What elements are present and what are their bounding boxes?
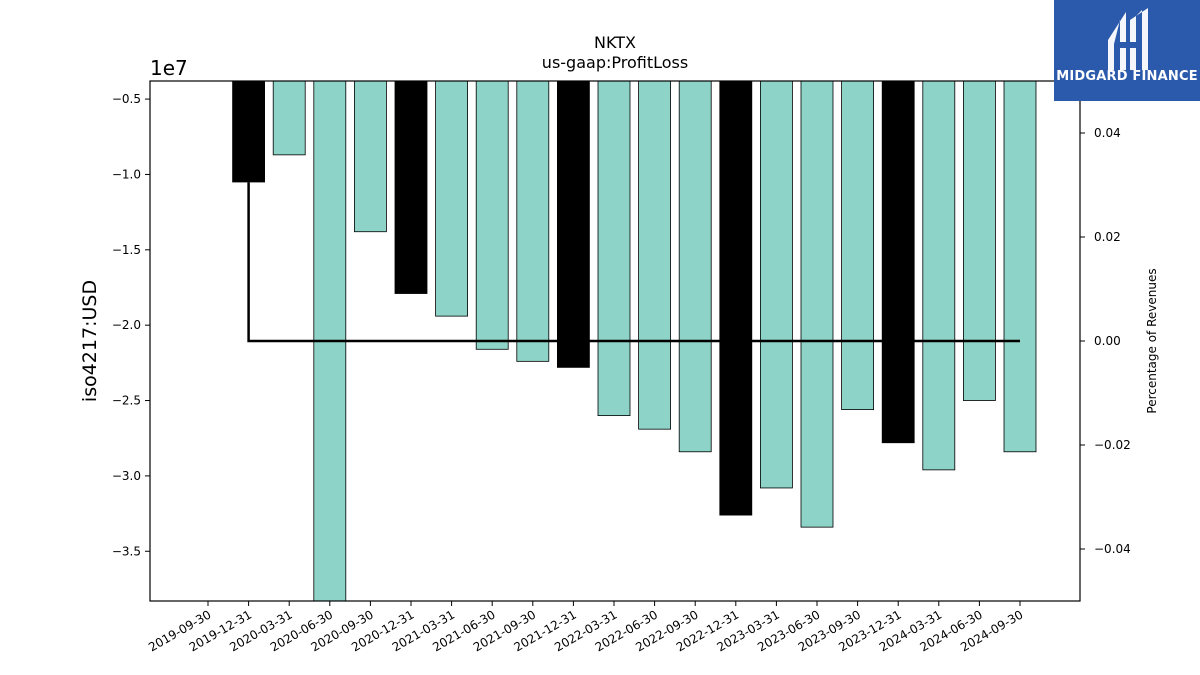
percentage-of-revenues-line xyxy=(247,182,1020,343)
y-axis-label: iso4217:USD xyxy=(79,280,101,402)
percentage-line-group xyxy=(247,182,1020,343)
bar-2020-03-31 xyxy=(272,80,306,156)
midgard-logo-icon xyxy=(1108,8,1148,70)
bar-2021-12-31 xyxy=(557,80,590,368)
chart-title: NKTX xyxy=(594,33,636,52)
bar-2022-03-31 xyxy=(597,80,631,417)
y2-tick-label: 0.00 xyxy=(1094,334,1121,348)
y2-tick-label: 0.02 xyxy=(1094,230,1121,244)
bar-2021-03-31 xyxy=(435,80,469,317)
y-tick-label: −1.5 xyxy=(112,243,141,257)
y-tick-label: −3.0 xyxy=(112,469,141,483)
bar-2022-09-30 xyxy=(678,80,712,453)
bar-2019-12-31 xyxy=(232,80,266,183)
bar-2020-09-30 xyxy=(353,80,387,233)
y-tick-label: −0.5 xyxy=(112,92,141,106)
bar-2023-06-30 xyxy=(800,80,834,528)
bar-2021-09-30 xyxy=(516,80,550,362)
y2-tick-label: 0.04 xyxy=(1094,126,1121,140)
y-tick-label: −2.5 xyxy=(112,394,141,408)
y2-axis-label: Percentage of Revenues xyxy=(1145,268,1159,413)
bar-2020-12-31 xyxy=(394,80,428,294)
bar-2024-03-31 xyxy=(922,80,956,471)
y2-tick-label: −0.04 xyxy=(1094,542,1131,556)
bar-2022-06-30 xyxy=(638,80,671,430)
y2-axis-ticks: 0.04 0.02 0.00 −0.02 −0.04 xyxy=(1080,126,1131,556)
chart-subtitle: us-gaap:ProfitLoss xyxy=(542,53,688,72)
y-axis-ticks: −0.5 −1.0 −1.5 −2.0 −2.5 −3.0 −3.5 xyxy=(112,92,150,558)
bar-2023-03-31 xyxy=(760,80,793,489)
logo-text: MIDGARD FINANCE xyxy=(1056,69,1198,84)
y-tick-label: −1.0 xyxy=(112,167,141,181)
midgard-finance-logo: MIDGARD FINANCE xyxy=(1054,0,1200,101)
bar-2023-09-30 xyxy=(841,80,874,410)
bar-2021-06-30 xyxy=(475,80,509,350)
bar-2023-12-31 xyxy=(881,80,915,444)
bar-2024-06-30 xyxy=(963,80,996,401)
x-axis-ticks: 2019-09-302019-12-312020-03-312020-06-30… xyxy=(146,601,1026,654)
y-axis-exponent: 1e7 xyxy=(150,56,188,80)
y-tick-label: −3.5 xyxy=(112,544,141,558)
y-tick-label: −2.0 xyxy=(112,318,141,332)
bar-2022-12-31 xyxy=(719,80,753,516)
y2-tick-label: −0.02 xyxy=(1094,438,1131,452)
bar-2024-09-30 xyxy=(1003,80,1037,453)
